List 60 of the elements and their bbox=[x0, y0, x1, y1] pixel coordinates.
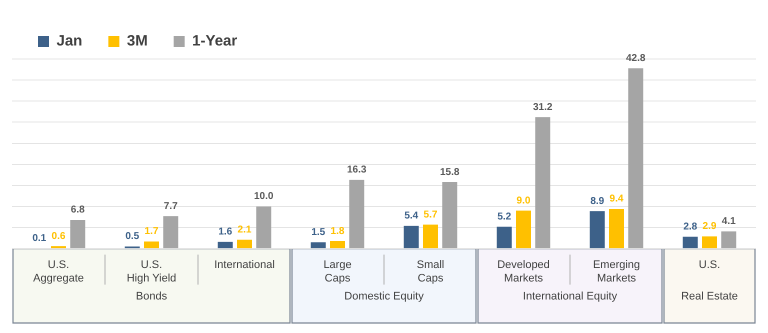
bar bbox=[628, 68, 644, 248]
bar bbox=[496, 226, 512, 248]
bar bbox=[218, 242, 233, 248]
x-tick-label: U.S. bbox=[698, 259, 720, 272]
bar bbox=[310, 242, 326, 248]
data-label: 5.4 bbox=[404, 210, 419, 222]
data-label: 0.5 bbox=[125, 231, 140, 242]
data-label: 16.3 bbox=[346, 164, 367, 176]
data-label: 5.7 bbox=[424, 209, 438, 220]
data-label: 10.0 bbox=[254, 191, 274, 202]
data-label: 8.9 bbox=[590, 196, 605, 207]
bar bbox=[70, 220, 86, 248]
bar bbox=[330, 241, 345, 248]
x-tick-label: Small Caps bbox=[416, 259, 444, 284]
bar bbox=[256, 206, 272, 248]
data-label: 9.4 bbox=[610, 194, 624, 205]
text: International Equity bbox=[522, 290, 618, 303]
data-label: 0.1 bbox=[32, 232, 47, 244]
data-label: 1.8 bbox=[330, 226, 345, 237]
data-label: 1.7 bbox=[144, 226, 159, 238]
x-tick-label: Developed Markets bbox=[497, 259, 550, 284]
text: Real Estate bbox=[681, 290, 738, 303]
bar bbox=[590, 211, 605, 248]
data-label: 2.8 bbox=[683, 222, 698, 233]
data-label: 15.8 bbox=[440, 166, 460, 178]
data-label: 9.0 bbox=[516, 195, 531, 206]
x-tick-label: Large Caps bbox=[323, 259, 352, 284]
legend-label: Jan bbox=[56, 32, 82, 50]
x-tick-label: U.S. High Yield bbox=[126, 259, 176, 284]
bar bbox=[144, 241, 159, 248]
data-label: 6.8 bbox=[70, 204, 86, 216]
text: Domestic Equity bbox=[344, 290, 424, 303]
bar bbox=[516, 210, 531, 248]
data-label: 2.1 bbox=[238, 224, 252, 236]
bar bbox=[163, 216, 178, 248]
data-label: 1.5 bbox=[311, 227, 326, 238]
data-label: 5.2 bbox=[497, 211, 512, 222]
bar bbox=[609, 208, 624, 248]
legend-label: 1-Year bbox=[192, 32, 238, 50]
x-tick-label: U.S. Aggregate bbox=[33, 259, 84, 284]
data-label: 1.6 bbox=[218, 226, 233, 238]
bar bbox=[404, 226, 419, 248]
legend-label: 3M bbox=[126, 32, 148, 50]
data-label: 42.8 bbox=[626, 53, 646, 64]
data-label: 2.9 bbox=[702, 221, 717, 232]
bar bbox=[702, 236, 717, 248]
bar bbox=[237, 240, 252, 248]
bar bbox=[442, 182, 458, 248]
x-tick-label: International bbox=[214, 259, 275, 272]
bar bbox=[721, 231, 736, 248]
bar bbox=[535, 117, 550, 248]
data-label: 4.1 bbox=[722, 216, 736, 228]
bar bbox=[423, 224, 438, 248]
bar bbox=[349, 180, 364, 248]
data-label: 0.6 bbox=[52, 230, 66, 242]
data-label: 31.2 bbox=[532, 102, 553, 113]
text: Bonds bbox=[136, 290, 168, 303]
data-label: 7.7 bbox=[164, 200, 178, 212]
bar bbox=[682, 236, 698, 248]
x-tick-label: Emerging Markets bbox=[592, 259, 640, 284]
